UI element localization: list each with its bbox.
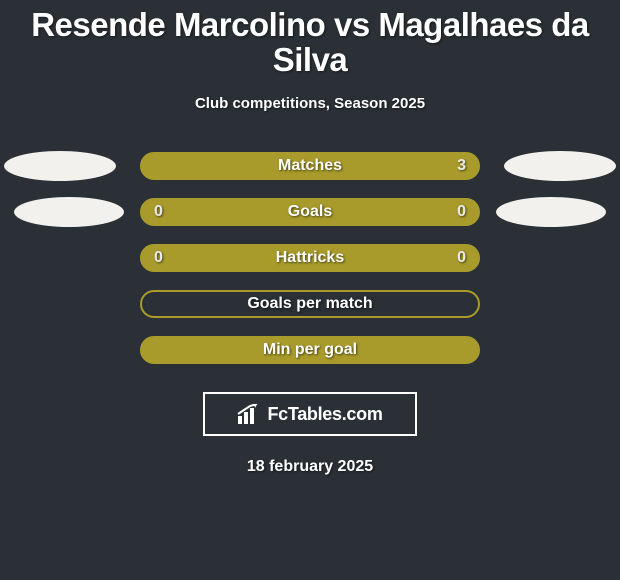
stat-row: Matches 3 [0,152,620,180]
player-right-marker [496,197,606,227]
stat-row: Goals per match [0,290,620,318]
stat-row: 0 Hattricks 0 [0,244,620,272]
player-left-marker [4,151,116,181]
subtitle: Club competitions, Season 2025 [0,95,620,112]
stat-value-left: 0 [154,203,163,221]
player-right-marker [504,151,616,181]
logo-text: FcTables.com [267,404,382,425]
date-text: 18 february 2025 [0,458,620,476]
stat-value-left: 0 [154,249,163,267]
source-logo: FcTables.com [203,392,417,436]
stat-label: Min per goal [142,341,478,359]
stat-bar-min-per-goal: Min per goal [140,336,480,364]
stat-label: Goals per match [142,295,478,313]
stat-value-right: 3 [457,157,466,175]
stat-value-right: 0 [457,203,466,221]
stat-label: Hattricks [142,249,478,267]
stats-infographic: Resende Marcolino vs Magalhaes da Silva … [0,0,620,580]
bar-chart-icon [237,404,261,424]
stat-bar-matches: Matches 3 [140,152,480,180]
page-title: Resende Marcolino vs Magalhaes da Silva [0,0,620,81]
stat-rows: Matches 3 0 Goals 0 0 Hattricks 0 [0,152,620,364]
stat-value-right: 0 [457,249,466,267]
stat-label: Goals [142,203,478,221]
stat-row: 0 Goals 0 [0,198,620,226]
stat-bar-hattricks: 0 Hattricks 0 [140,244,480,272]
stat-label: Matches [142,157,478,175]
player-left-marker [14,197,124,227]
stat-bar-goals: 0 Goals 0 [140,198,480,226]
stat-bar-goals-per-match: Goals per match [140,290,480,318]
stat-row: Min per goal [0,336,620,364]
